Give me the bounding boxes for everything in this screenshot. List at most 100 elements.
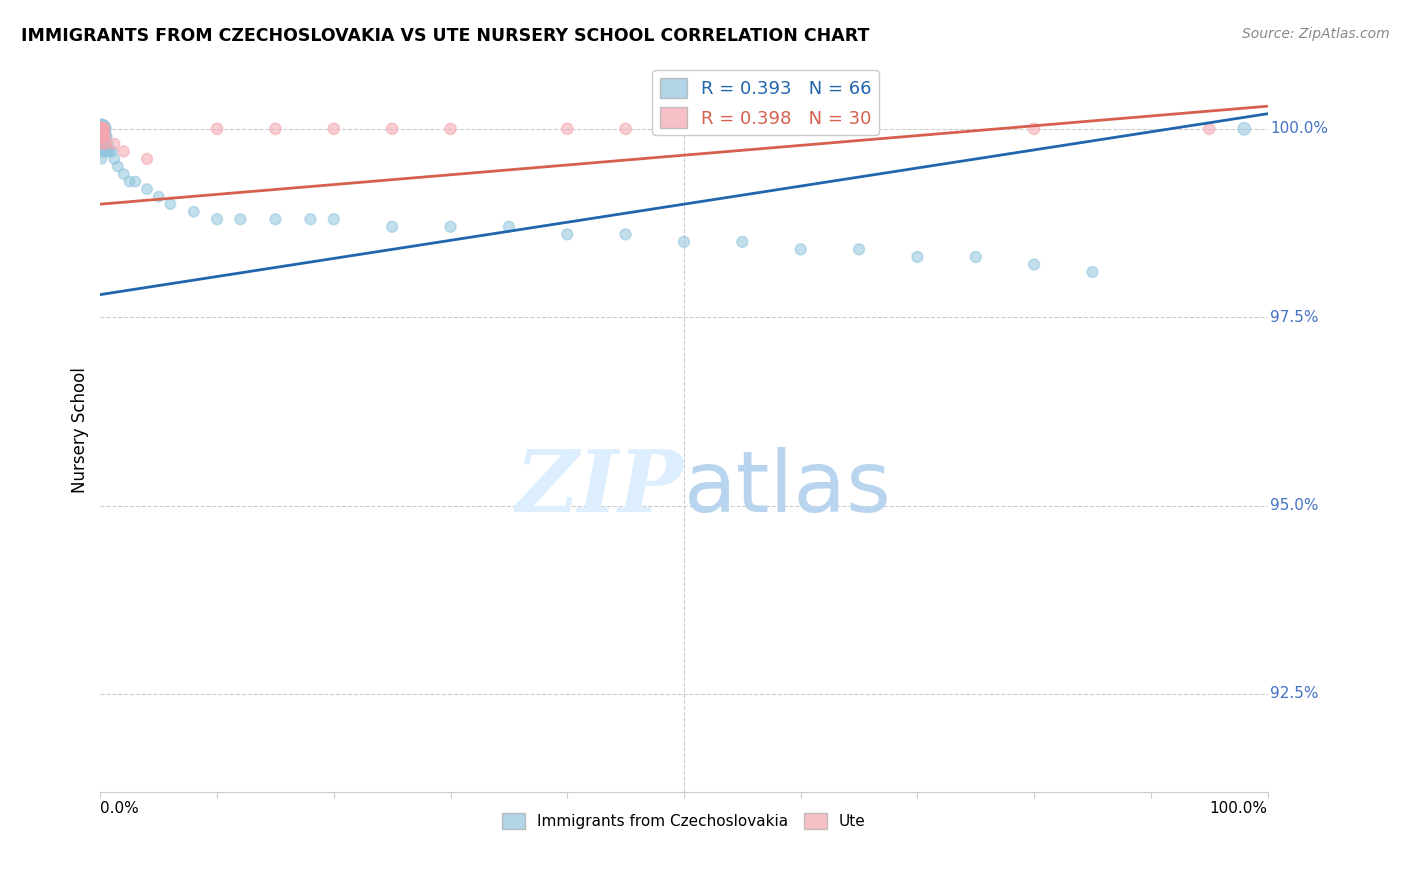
Text: 92.5%: 92.5% [1270, 687, 1319, 701]
Point [229, 212, 252, 227]
Text: Source: ZipAtlas.com: Source: ZipAtlas.com [1241, 27, 1389, 41]
Point [322, 121, 344, 136]
Point [789, 243, 811, 257]
Point [299, 212, 322, 227]
Point [381, 121, 404, 136]
Point [90, 136, 112, 151]
Point [672, 235, 695, 249]
Point [731, 121, 754, 136]
Point [614, 121, 637, 136]
Point [148, 189, 170, 203]
Text: 0.0%: 0.0% [100, 801, 139, 815]
Point [89, 121, 111, 136]
Point [91, 121, 114, 136]
Point [94, 145, 117, 159]
Point [555, 121, 578, 136]
Point [498, 219, 520, 234]
Point [89, 129, 111, 144]
Point [96, 136, 118, 151]
Text: 95.0%: 95.0% [1270, 498, 1319, 513]
Point [264, 121, 287, 136]
Point [439, 219, 461, 234]
Point [89, 121, 111, 136]
Point [93, 145, 115, 159]
Text: atlas: atlas [683, 447, 891, 530]
Point [90, 136, 112, 151]
Text: 100.0%: 100.0% [1270, 121, 1327, 136]
Point [89, 121, 111, 136]
Point [89, 121, 111, 136]
Point [90, 129, 112, 144]
Point [731, 235, 754, 249]
Point [439, 121, 461, 136]
Point [91, 136, 114, 151]
Point [89, 121, 111, 136]
Point [107, 160, 129, 174]
Point [98, 145, 121, 159]
Point [91, 129, 114, 144]
Point [264, 212, 287, 227]
Point [90, 136, 112, 151]
Point [124, 175, 146, 189]
Point [90, 129, 112, 144]
Point [91, 129, 114, 144]
Point [1022, 257, 1045, 271]
Point [89, 121, 111, 136]
Point [381, 219, 404, 234]
Point [205, 212, 228, 227]
Point [89, 121, 111, 136]
Point [614, 227, 637, 242]
Point [112, 167, 135, 181]
Point [89, 121, 111, 136]
Point [1081, 265, 1104, 279]
Point [1022, 121, 1045, 136]
Point [90, 152, 112, 166]
Text: 100.0%: 100.0% [1209, 801, 1268, 815]
Point [96, 129, 118, 144]
Point [94, 129, 117, 144]
Point [905, 250, 928, 264]
Point [89, 121, 111, 136]
Point [965, 250, 987, 264]
Point [94, 129, 117, 144]
Point [118, 175, 141, 189]
Point [205, 121, 228, 136]
Point [90, 121, 112, 136]
Point [89, 121, 111, 136]
Point [96, 136, 118, 151]
Point [90, 121, 112, 136]
Point [1198, 121, 1220, 136]
Point [89, 129, 111, 144]
Point [90, 121, 112, 136]
Point [97, 145, 120, 159]
Point [90, 145, 112, 159]
Point [112, 145, 135, 159]
Point [93, 136, 115, 151]
Text: IMMIGRANTS FROM CZECHOSLOVAKIA VS UTE NURSERY SCHOOL CORRELATION CHART: IMMIGRANTS FROM CZECHOSLOVAKIA VS UTE NU… [21, 27, 869, 45]
Point [322, 212, 344, 227]
Point [93, 129, 115, 144]
Point [89, 129, 111, 144]
Point [89, 121, 111, 136]
Point [101, 145, 124, 159]
Point [89, 121, 111, 136]
Point [1233, 121, 1256, 136]
Point [848, 121, 870, 136]
Legend: Immigrants from Czechoslovakia, Ute: Immigrants from Czechoslovakia, Ute [496, 806, 872, 835]
Point [672, 121, 695, 136]
Point [848, 243, 870, 257]
Text: 97.5%: 97.5% [1270, 310, 1319, 325]
Text: ZIP: ZIP [516, 446, 683, 530]
Point [96, 145, 118, 159]
Point [90, 121, 112, 136]
Point [90, 129, 112, 144]
Point [91, 129, 114, 144]
Point [136, 152, 159, 166]
Point [91, 145, 114, 159]
Y-axis label: Nursery School: Nursery School [72, 368, 89, 493]
Point [103, 152, 125, 166]
Point [136, 182, 159, 196]
Point [93, 121, 115, 136]
Point [89, 121, 111, 136]
Point [91, 121, 114, 136]
